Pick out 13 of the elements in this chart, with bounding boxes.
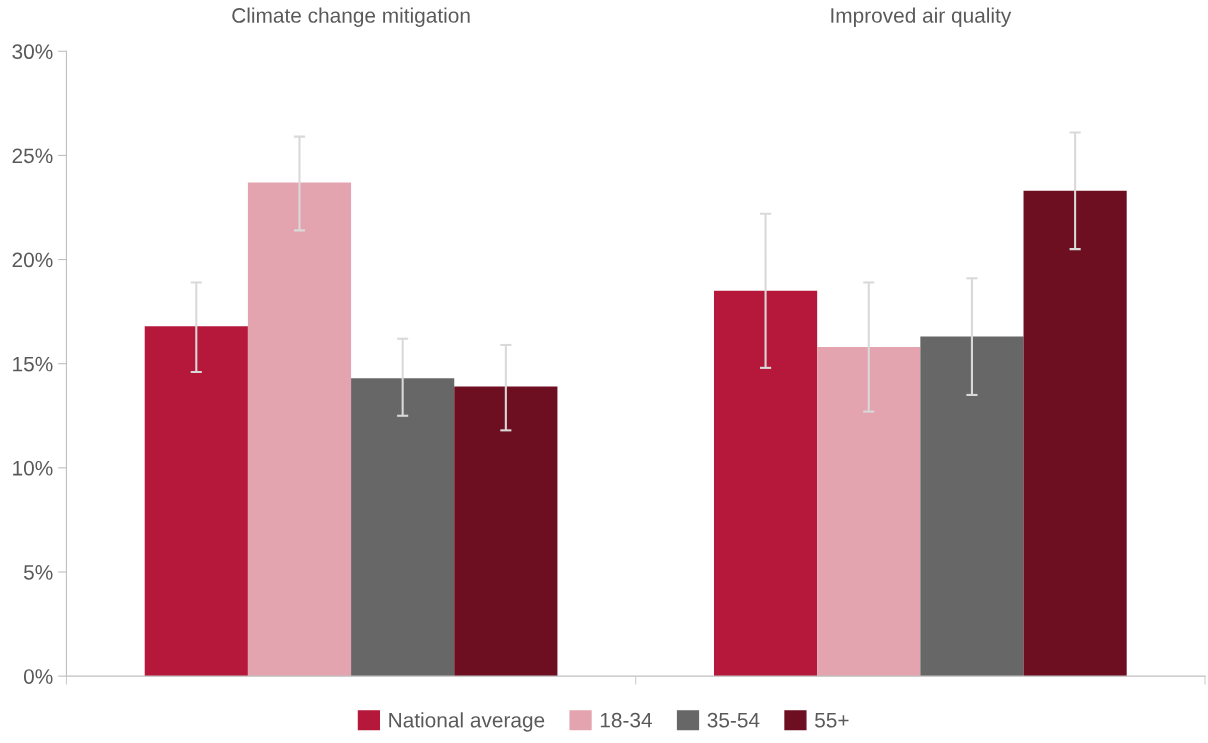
x-tick-label: Climate change mitigation <box>232 7 470 27</box>
y-tick-label: 0% <box>23 669 53 684</box>
legend-label: National average <box>389 712 545 732</box>
y-tick-label: 5% <box>23 565 53 580</box>
y-tick-label: 20% <box>12 252 53 268</box>
x-tick-label: Improved air quality <box>831 7 1012 27</box>
y-tick-label: 30% <box>12 44 53 60</box>
y-tick-label: 10% <box>13 460 53 476</box>
legend-label: 35-54 <box>707 712 760 728</box>
y-tick-label: 15% <box>13 356 53 372</box>
legend-label: 55+ <box>815 713 849 728</box>
y-tick-label: 25% <box>12 148 53 164</box>
legend-label: 18-34 <box>600 712 652 728</box>
